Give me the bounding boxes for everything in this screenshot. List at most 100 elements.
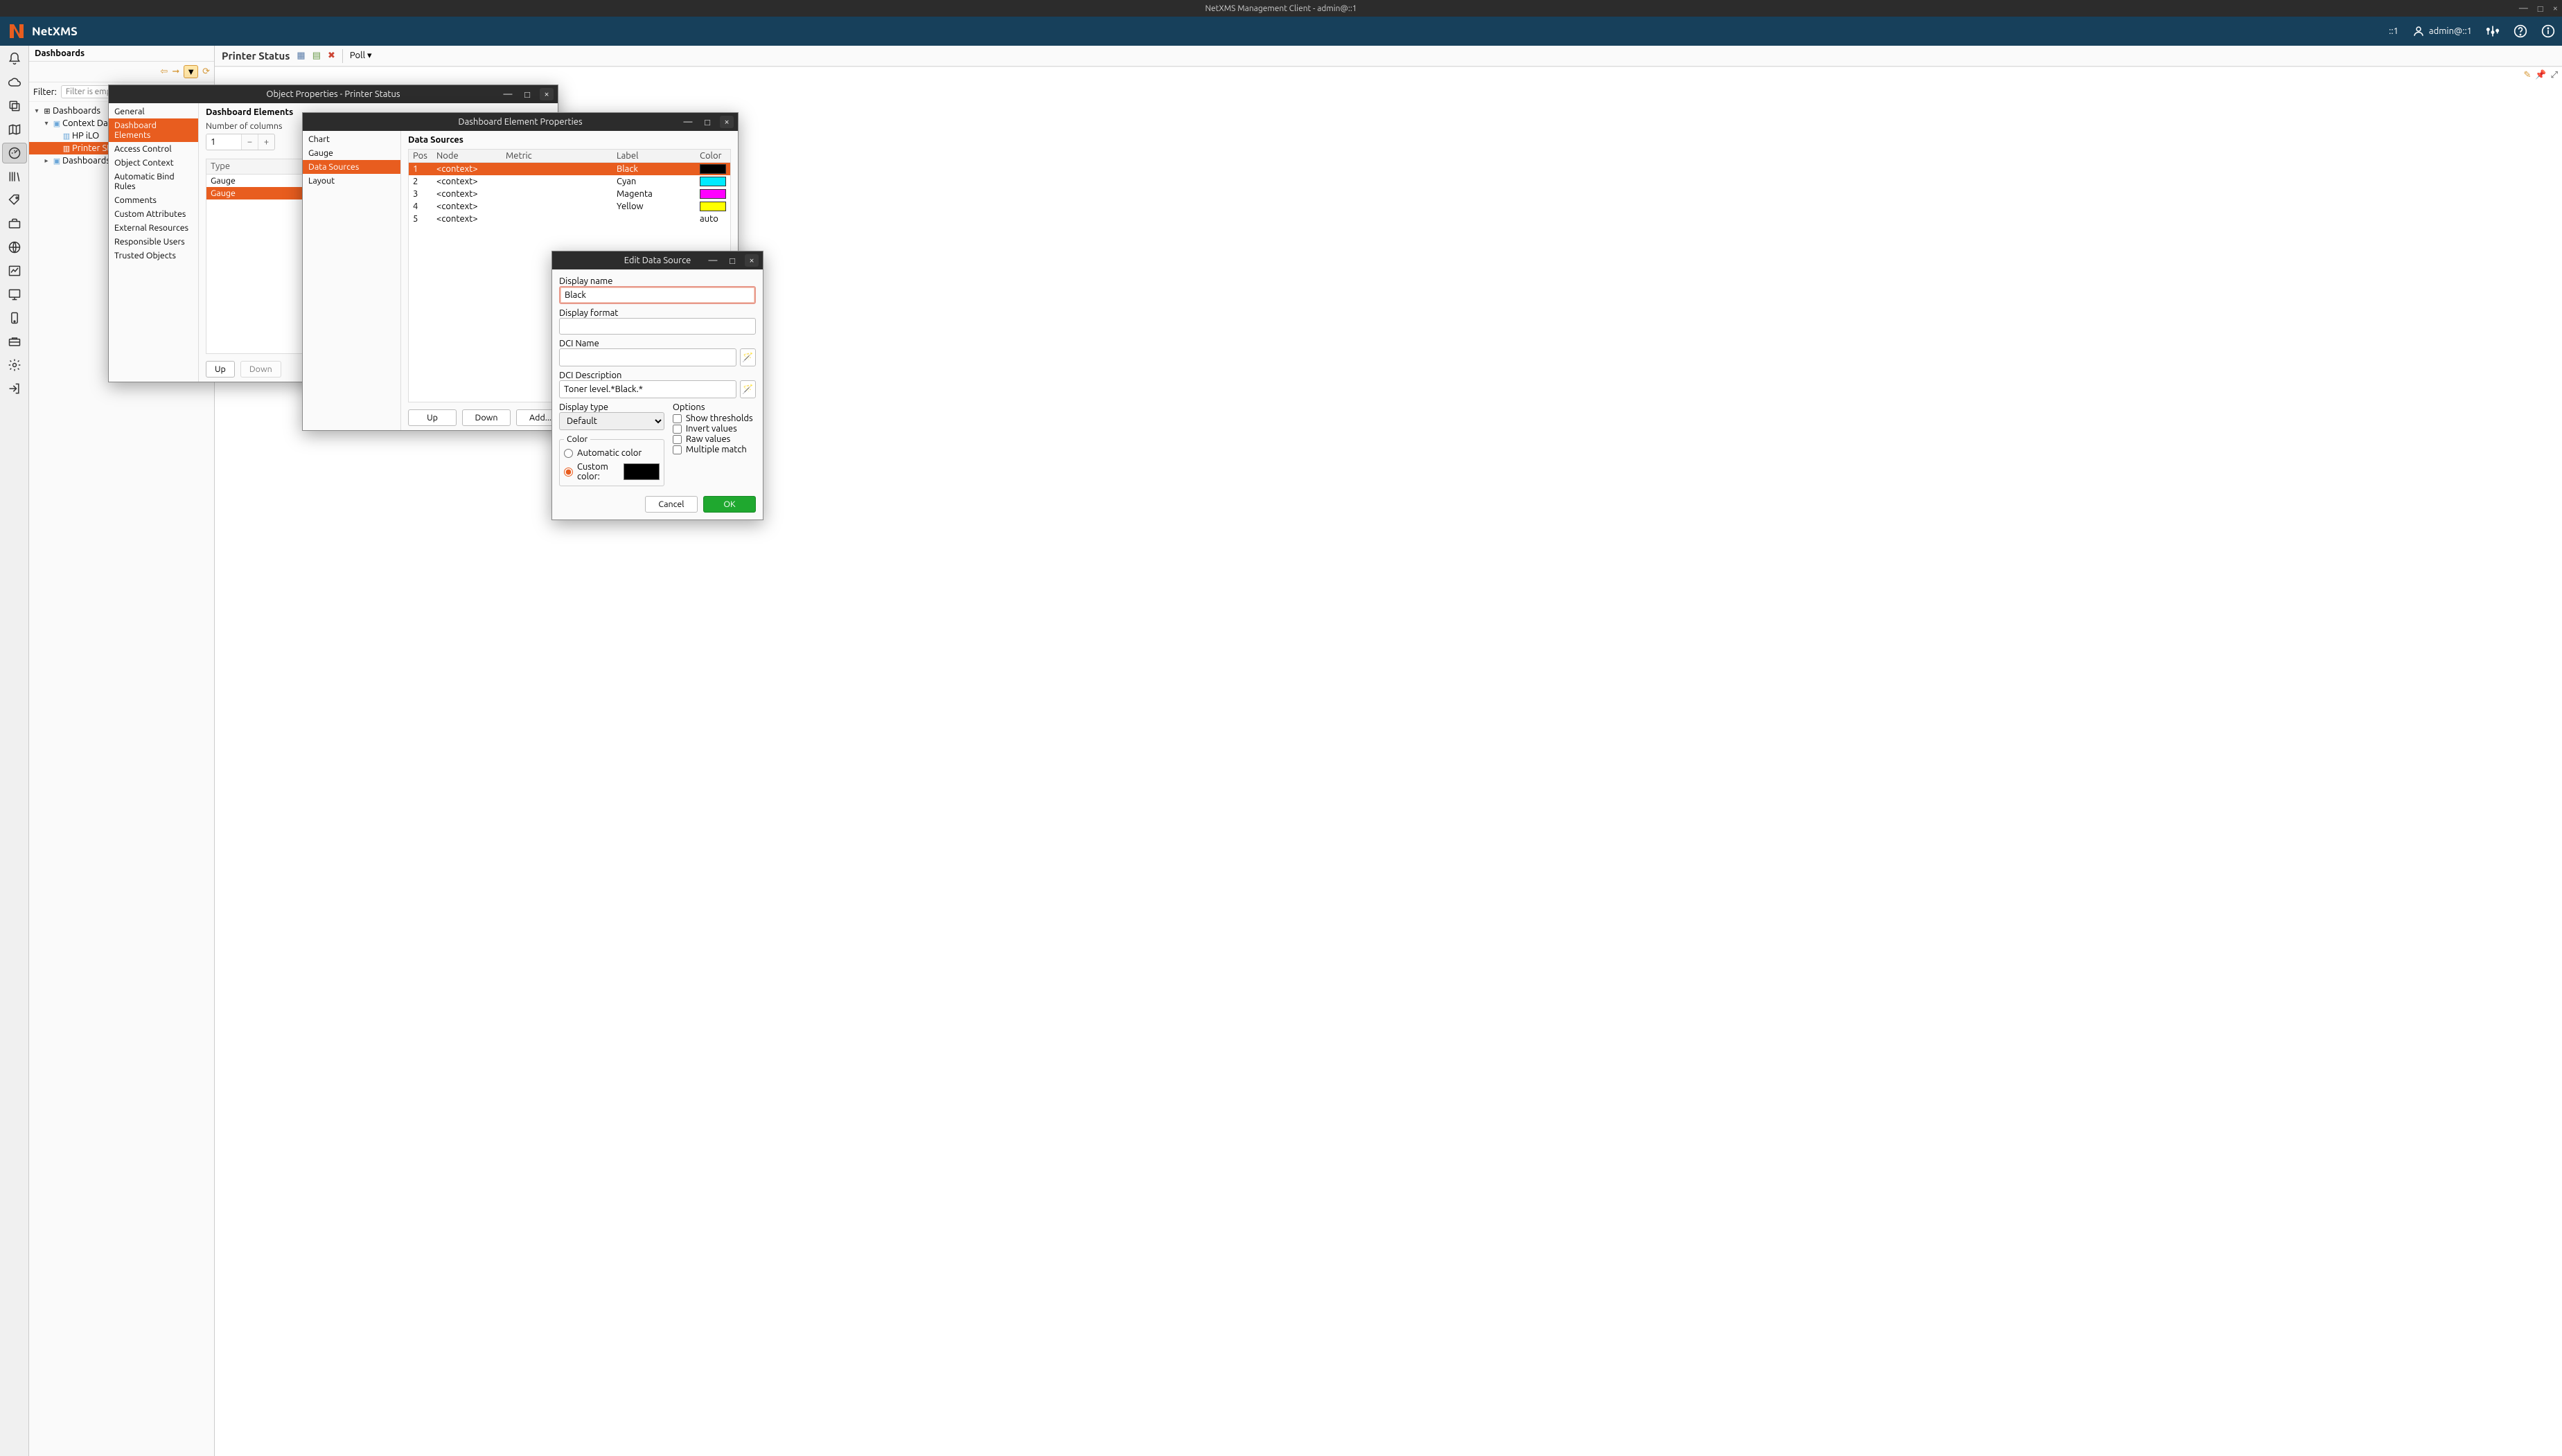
num-cols-input[interactable] — [206, 134, 241, 150]
dialog-edit-data-source: Edit Data Source — □ × Display name Disp… — [551, 251, 763, 520]
dci-name-input[interactable] — [559, 348, 736, 366]
display-type-select[interactable]: Default — [559, 412, 664, 430]
user-menu[interactable]: admin@::1 — [2412, 25, 2472, 37]
os-titlebar: NetXMS Management Client - admin@::1 — □… — [0, 0, 2562, 17]
dlg2-close-icon[interactable]: × — [720, 116, 734, 128]
col-metric[interactable]: Metric — [502, 150, 612, 162]
close-icon[interactable]: × — [2553, 3, 2558, 14]
nav-item-chart[interactable]: Chart — [303, 132, 400, 146]
nav-item-data-sources[interactable]: Data Sources — [303, 160, 400, 174]
dlg1-maximize-icon[interactable]: □ — [520, 88, 534, 100]
obj-props-nav: GeneralDashboard ElementsAccess ControlO… — [109, 103, 199, 382]
nav-item-dashboard-elements[interactable]: Dashboard Elements — [109, 118, 198, 142]
nav-item-layout[interactable]: Layout — [303, 174, 400, 188]
rail-library[interactable] — [2, 166, 27, 187]
display-name-input[interactable] — [559, 286, 756, 304]
nav-item-automatic-bind-rules[interactable]: Automatic Bind Rules — [109, 170, 198, 193]
tool-1-icon[interactable]: ✎ — [2524, 70, 2532, 80]
rail-business[interactable] — [2, 213, 27, 234]
color-swatch — [700, 177, 726, 186]
nav-item-gauge[interactable]: Gauge — [303, 146, 400, 160]
rail-tools[interactable] — [2, 331, 27, 352]
help-icon[interactable] — [2514, 24, 2527, 38]
rail-tags[interactable] — [2, 190, 27, 211]
display-format-input[interactable] — [559, 318, 756, 335]
maximize-icon[interactable]: □ — [2538, 3, 2543, 14]
option-show-thresholds[interactable]: Show thresholds — [673, 414, 756, 423]
elem-props-nav: ChartGaugeData SourcesLayout — [303, 131, 401, 430]
spinner-down-icon[interactable]: − — [241, 134, 258, 150]
dci-desc-input[interactable] — [559, 380, 736, 398]
custom-color-radio[interactable]: Custom color: — [564, 462, 660, 481]
ds-row[interactable]: 3<context>Magenta — [409, 188, 730, 200]
dlg3-minimize-icon[interactable]: — — [706, 254, 720, 267]
rail-world[interactable] — [2, 237, 27, 258]
dci-desc-wand-icon[interactable]: 🪄 — [740, 380, 756, 398]
rail-copy[interactable] — [2, 96, 27, 116]
os-title: NetXMS Management Client - admin@::1 — [1205, 4, 1357, 13]
rail-cloud[interactable] — [2, 72, 27, 93]
minimize-icon[interactable]: — — [2519, 3, 2528, 14]
dlg1-minimize-icon[interactable]: — — [501, 88, 515, 100]
color-legend: Color — [564, 434, 590, 444]
dlg1-close-icon[interactable]: × — [540, 88, 554, 100]
ds-row[interactable]: 5<context>auto — [409, 213, 730, 225]
nav-item-custom-attributes[interactable]: Custom Attributes — [109, 207, 198, 221]
rail-monitor[interactable] — [2, 284, 27, 305]
settings-icon[interactable] — [2486, 24, 2500, 38]
rail-config[interactable] — [2, 355, 27, 375]
ok-button[interactable]: OK — [703, 496, 756, 513]
dlg3-maximize-icon[interactable]: □ — [725, 254, 739, 267]
down-button[interactable]: Down — [240, 361, 281, 378]
rail-map[interactable] — [2, 119, 27, 140]
display-name-label: Display name — [559, 276, 612, 286]
ds-row[interactable]: 1<context>Black — [409, 163, 730, 175]
filter-icon[interactable]: ▼ — [184, 65, 198, 78]
nav-item-object-context[interactable]: Object Context — [109, 156, 198, 170]
dialog-obj-title: Object Properties - Printer Status — [266, 89, 400, 99]
nav-item-responsible-users[interactable]: Responsible Users — [109, 235, 198, 249]
option-invert-values[interactable]: Invert values — [673, 424, 756, 434]
rail-dashboards[interactable] — [2, 143, 27, 163]
edit-icon[interactable]: ▤ — [312, 51, 321, 61]
dlg2-minimize-icon[interactable]: — — [681, 116, 695, 128]
ds-up-button[interactable]: Up — [408, 409, 457, 426]
col-color[interactable]: Color — [696, 150, 730, 162]
nav-item-access-control[interactable]: Access Control — [109, 142, 198, 156]
nav-item-comments[interactable]: Comments — [109, 193, 198, 207]
rail-chart[interactable] — [2, 260, 27, 281]
rail-alarms[interactable] — [2, 48, 27, 69]
rail-mobile[interactable] — [2, 308, 27, 328]
poll-menu[interactable]: Poll ▾ — [350, 51, 372, 61]
expand-icon[interactable]: ⤢ — [2551, 70, 2558, 80]
info-icon[interactable] — [2541, 24, 2555, 38]
dci-name-wand-icon[interactable]: 🪄 — [740, 348, 756, 366]
col-pos[interactable]: Pos — [409, 150, 432, 162]
rail-exit[interactable] — [2, 378, 27, 399]
pin-icon[interactable]: 📌 — [2535, 70, 2546, 80]
color-swatch[interactable] — [624, 463, 660, 480]
view-icon[interactable]: ▦ — [297, 51, 305, 61]
dlg3-close-icon[interactable]: × — [745, 254, 759, 267]
option-multiple-match[interactable]: Multiple match — [673, 445, 756, 454]
nav-item-trusted-objects[interactable]: Trusted Objects — [109, 249, 198, 263]
server-label: ::1 — [2389, 26, 2398, 36]
color-swatch — [700, 164, 726, 174]
nav-item-external-resources[interactable]: External Resources — [109, 221, 198, 235]
forward-icon[interactable]: ➞ — [172, 66, 179, 77]
refresh-icon[interactable]: ⟳ — [202, 66, 210, 77]
ds-row[interactable]: 2<context>Cyan — [409, 175, 730, 188]
up-button[interactable]: Up — [206, 361, 235, 378]
cancel-button[interactable]: Cancel — [645, 496, 698, 513]
auto-color-radio[interactable]: Automatic color — [564, 448, 660, 458]
dlg2-maximize-icon[interactable]: □ — [700, 116, 714, 128]
ds-row[interactable]: 4<context>Yellow — [409, 200, 730, 213]
delete-icon[interactable]: ✖ — [328, 51, 335, 61]
col-label[interactable]: Label — [612, 150, 696, 162]
ds-down-button[interactable]: Down — [462, 409, 511, 426]
spinner-up-icon[interactable]: + — [258, 134, 274, 150]
nav-item-general[interactable]: General — [109, 105, 198, 118]
option-raw-values[interactable]: Raw values — [673, 434, 756, 444]
back-icon[interactable]: ⇦ — [160, 66, 168, 77]
col-node[interactable]: Node — [432, 150, 502, 162]
